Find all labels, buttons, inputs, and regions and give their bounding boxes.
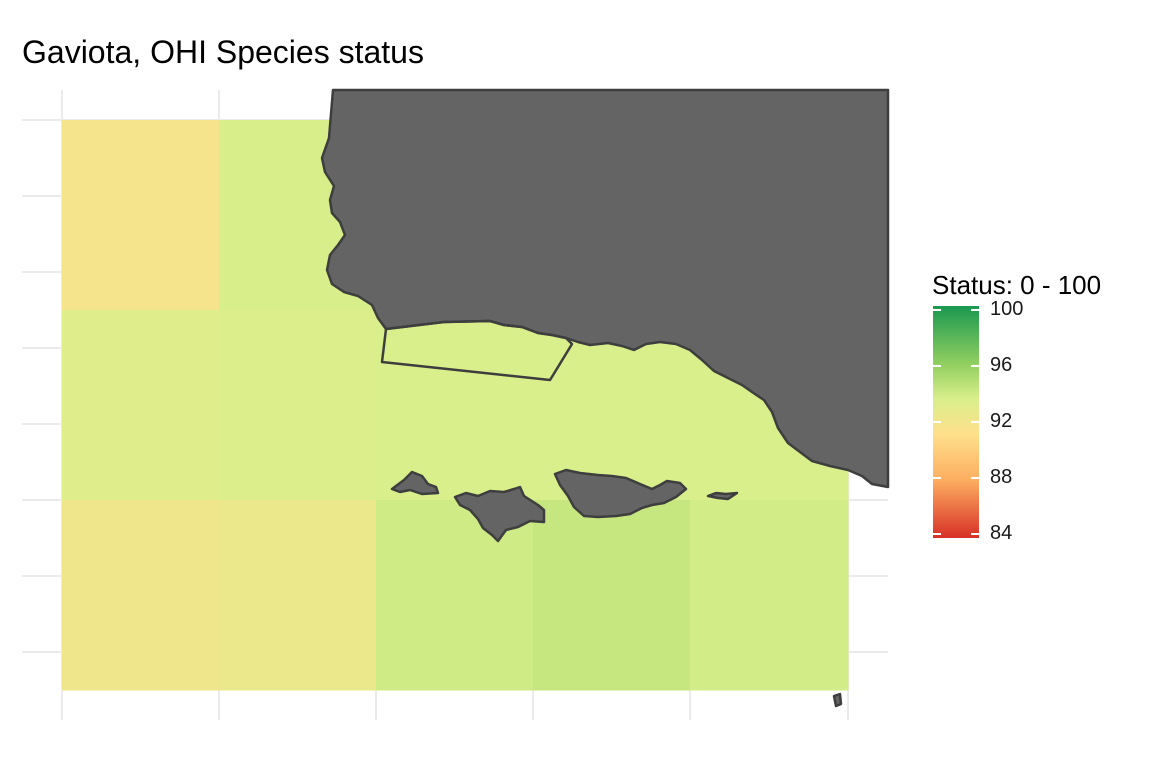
legend-title: Status: 0 - 100 — [932, 270, 1102, 300]
island-3 — [553, 468, 688, 519]
island-4 — [706, 491, 739, 501]
grid-cell — [376, 500, 534, 691]
legend-tick-label: 96 — [990, 354, 1013, 376]
grid-cell — [62, 310, 220, 501]
legend-tick-label: 84 — [990, 522, 1013, 544]
island-5 — [832, 692, 843, 708]
legend-tick-label: 100 — [990, 298, 1024, 320]
grid-cell — [376, 310, 534, 501]
island-2 — [453, 485, 546, 543]
mainland-coast — [320, 88, 890, 489]
legend-tick-label: 92 — [990, 410, 1013, 432]
grid-cell — [533, 500, 691, 691]
grid-cell — [219, 310, 377, 501]
grid-cell — [62, 500, 220, 691]
map-title: Gaviota, OHI Species status — [22, 34, 424, 70]
grid-cell — [219, 500, 377, 691]
legend-tick-label: 88 — [990, 466, 1013, 488]
land-masses — [320, 88, 890, 708]
island-1 — [390, 470, 440, 496]
reserve-boundary — [380, 319, 574, 382]
grid-cell — [62, 120, 220, 311]
grid-cell — [690, 500, 849, 691]
